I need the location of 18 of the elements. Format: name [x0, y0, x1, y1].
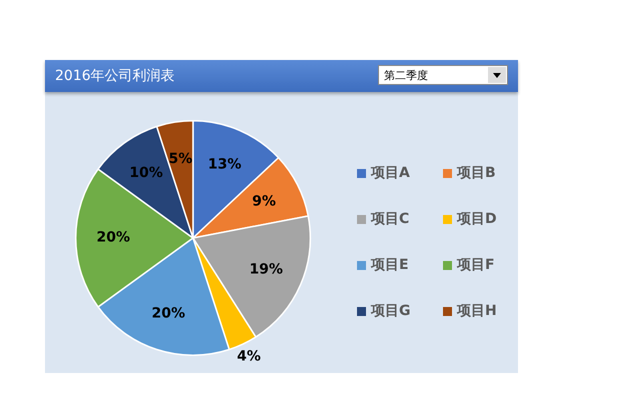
data-label: 20%: [96, 230, 130, 246]
data-label: 20%: [152, 305, 186, 322]
legend-label: 项目B: [457, 164, 496, 182]
legend-label: 项目C: [371, 210, 410, 228]
legend-label: 项目D: [457, 210, 497, 228]
chart-title: 2016年公司利润表: [55, 67, 175, 85]
legend-label: 项目A: [371, 164, 410, 182]
data-label: 5%: [168, 150, 192, 167]
data-label: 13%: [208, 156, 242, 172]
data-label: 4%: [236, 348, 261, 364]
data-label: 9%: [252, 193, 276, 210]
legend-label: 项目F: [457, 256, 495, 274]
dropdown-field: 第二季度: [378, 65, 508, 85]
data-label: 19%: [249, 261, 283, 278]
legend-label: 项目G: [371, 302, 410, 320]
data-label: 10%: [129, 165, 163, 182]
legend-label: 项目H: [457, 302, 497, 320]
legend-label: 项目E: [371, 256, 409, 274]
